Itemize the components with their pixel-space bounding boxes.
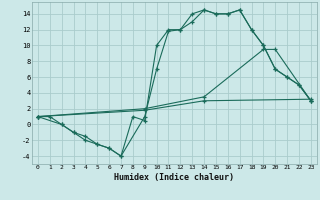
X-axis label: Humidex (Indice chaleur): Humidex (Indice chaleur): [115, 173, 234, 182]
